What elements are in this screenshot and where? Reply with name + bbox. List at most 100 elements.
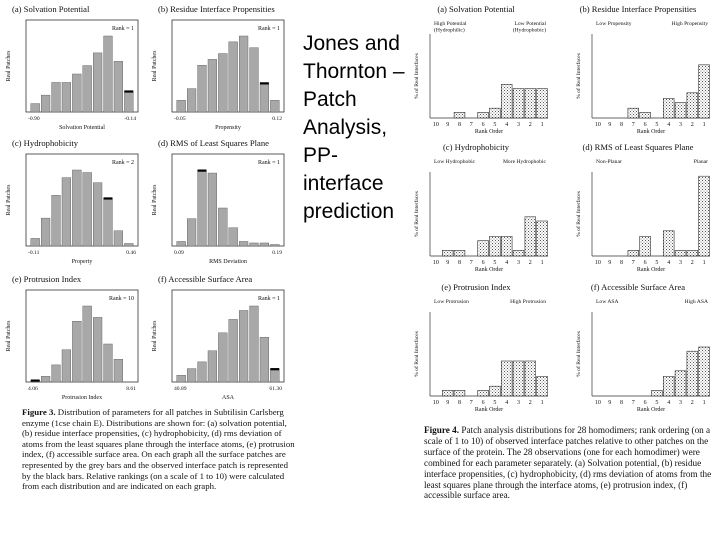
fig3-chart-3: (c) Hydrophobicity Rank = 2 Real Patches -0… [6, 138, 139, 265]
chart-title: (c) Hydrophobicity [443, 142, 510, 152]
x-tick-label: 2 [691, 400, 694, 406]
x-tick-label: 2 [691, 122, 694, 128]
note-right-note: More Hydrophobic [503, 159, 547, 165]
bar [686, 350, 698, 397]
bar [441, 390, 454, 397]
plot-frame [25, 153, 139, 247]
figure-4-caption-text: Patch analysis distributions for 28 homo… [424, 425, 712, 501]
x-tick-label: 7 [632, 260, 635, 266]
bar [218, 53, 228, 113]
figure-4-caption-label: Figure 4. [424, 425, 460, 435]
figure-3-caption-text: Distribution of parameters for all patch… [22, 407, 295, 492]
note-left-note: Low Propensity [596, 21, 632, 27]
rank-label: Rank = 2 [112, 160, 134, 166]
x-tick-label: 8 [458, 122, 461, 128]
x-tick-label: 7 [632, 122, 635, 128]
bar [113, 358, 124, 383]
bar [92, 317, 103, 383]
bar [501, 360, 513, 397]
bar [663, 376, 675, 397]
bar [197, 65, 207, 113]
chart-title: (a) Solvation Potential [12, 4, 90, 14]
bar [228, 319, 238, 383]
bar [627, 107, 640, 119]
x-min-label: 4.06 [28, 386, 38, 392]
bar [489, 107, 501, 119]
bar [270, 100, 280, 113]
y-axis-label: Real Patches [6, 320, 12, 351]
y-axis-label: Real Patches [152, 50, 158, 81]
bar [663, 98, 675, 119]
bar [698, 175, 710, 257]
note-line: More Hydrophobic [503, 159, 547, 165]
bar [72, 169, 82, 247]
bar [686, 250, 698, 257]
x-tick-label: 3 [679, 260, 682, 266]
x-tick-label: 5 [493, 400, 496, 406]
x-max-label: 0.12 [272, 116, 282, 122]
bar [477, 240, 489, 257]
chart-title: (d) RMS of Least Squares Plane [158, 138, 269, 148]
x-tick-label: 1 [541, 400, 544, 406]
bar [524, 360, 536, 397]
fig3-chart-4: (d) RMS of Least Squares Plane Rank = 1 Re… [152, 138, 285, 265]
x-tick-label: 10 [433, 260, 439, 266]
note-left-note: Low Hydrophobic [434, 159, 476, 165]
chart-title: (f) Accessible Surface Area [158, 274, 252, 284]
x-axis-label: Rank Order [637, 129, 665, 135]
x-axis-label: RMS Deviation [209, 259, 247, 265]
x-tick-label: 2 [529, 400, 532, 406]
bar [674, 370, 687, 397]
x-min-label: -0.90 [28, 116, 40, 122]
note-right-note: High Protrusion [510, 299, 546, 305]
x-axis-label: Solvation Potential [59, 125, 105, 131]
bar [82, 172, 92, 247]
x-tick-label: 9 [446, 122, 449, 128]
chart-title: (c) Hydrophobicity [12, 138, 79, 148]
bar [197, 361, 207, 383]
x-min-label: 40.89 [174, 386, 187, 392]
figure-3-charts: (a) Solvation Potential Rank = 1 Real Patc… [6, 4, 285, 401]
plot-frame [25, 19, 139, 113]
bar [627, 250, 640, 257]
x-tick-label: 9 [608, 122, 611, 128]
observed-interface-bar [197, 169, 207, 172]
bar [698, 346, 710, 397]
x-tick-label: 7 [470, 260, 473, 266]
bar [103, 35, 113, 113]
bar [489, 385, 501, 397]
x-axis-label: Rank Order [637, 267, 665, 273]
bar [238, 35, 249, 113]
observed-interface-bar [103, 197, 113, 200]
figure-4-panel: (a) Solvation Potential High Potential (Hy… [396, 0, 720, 540]
x-tick-label: 3 [679, 400, 682, 406]
x-tick-label: 10 [433, 400, 439, 406]
x-tick-label: 7 [470, 122, 473, 128]
bar [639, 112, 651, 119]
x-axis-label: Rank Order [475, 129, 503, 135]
bar [249, 47, 259, 113]
x-tick-label: 6 [644, 260, 647, 266]
fig3-chart-6: (f) Accessible Surface Area Rank = 1 Real … [152, 274, 285, 401]
chart-title: (a) Solvation Potential [437, 4, 515, 14]
chart-title: (e) Protrusion Index [441, 282, 511, 292]
x-max-label: 8.61 [126, 386, 136, 392]
chart-title: (e) Protrusion Index [12, 274, 82, 284]
observed-interface-bar [124, 90, 134, 93]
x-axis-label: Propensity [215, 125, 241, 131]
x-tick-label: 1 [703, 400, 706, 406]
x-tick-label: 7 [632, 400, 635, 406]
chart-title: (b) Residue Interface Propensities [580, 4, 697, 14]
note-right-note: High ASA [685, 299, 708, 305]
chart-title: (d) RMS of Least Squares Plane [583, 142, 694, 152]
x-tick-label: 10 [595, 260, 601, 266]
y-axis-label: % of Real Interfaces [575, 191, 582, 237]
x-tick-label: 2 [529, 260, 532, 266]
rank-label: Rank = 1 [258, 160, 280, 166]
x-tick-label: 3 [517, 260, 520, 266]
x-min-label: 0.09 [174, 250, 184, 256]
bar [92, 182, 103, 247]
x-tick-label: 4 [505, 400, 508, 406]
fig4-chart-2: (b) Residue Interface Propensities Low Pr… [575, 4, 710, 135]
figure-3-panel: (a) Solvation Potential Rank = 1 Real Patc… [0, 0, 292, 540]
